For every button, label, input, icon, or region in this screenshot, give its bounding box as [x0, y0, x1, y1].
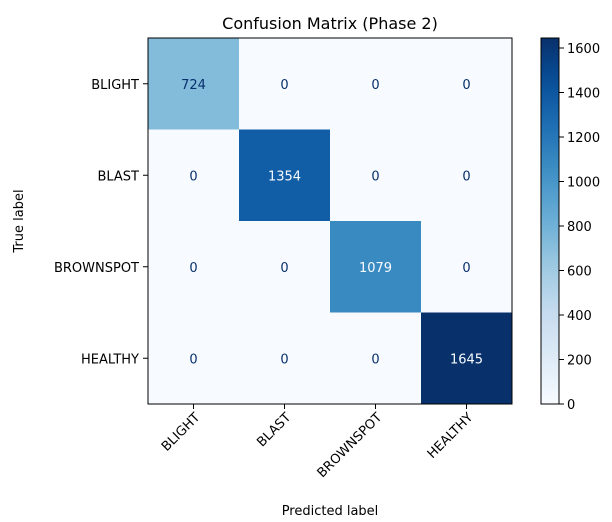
cell-value-label: 724: [181, 78, 206, 93]
x-tick-label: BLIGHT: [159, 410, 203, 454]
chart-title: Confusion Matrix (Phase 2): [222, 14, 438, 33]
colorbar-tick-label: 200: [567, 354, 592, 369]
cell-value-label: 0: [189, 352, 197, 367]
matrix-frame: [147, 37, 513, 405]
cell-value-label: 0: [462, 78, 470, 93]
matrix-cell: [330, 38, 422, 130]
matrix-cell: [421, 221, 513, 313]
colorbar-tick-label: 1600: [567, 42, 600, 57]
matrix-cell: [148, 129, 240, 222]
cell-value-label: 1645: [450, 352, 483, 367]
matrix-cell: [239, 312, 331, 405]
cell-value-label: 0: [462, 169, 470, 184]
colorbar-tick-label: 0: [567, 398, 575, 413]
matrix-cell: [421, 38, 513, 130]
y-tick-label: BLIGHT: [91, 78, 139, 93]
x-tick-label: BLAST: [254, 410, 294, 450]
cell-value-label: 0: [462, 261, 470, 276]
y-tick-label: BLAST: [97, 169, 139, 184]
matrix-cell: [330, 221, 422, 313]
x-tick-label: BROWNSPOT: [315, 410, 386, 481]
colorbar: [540, 37, 560, 405]
colorbar-tick-label: 1200: [567, 131, 600, 146]
matrix-cells: 724 0 0 0 0 1354 0 0 0 0 1079 0 0 0 0 1645: [148, 38, 513, 405]
matrix-cell: [421, 312, 513, 405]
matrix-cell: [239, 129, 331, 222]
cell-value-label: 0: [189, 169, 197, 184]
matrix-cell: [421, 129, 513, 222]
cell-value-label: 1354: [268, 169, 301, 184]
cell-value-label: 0: [371, 169, 379, 184]
matrix-cell: [330, 129, 422, 222]
matrix-cell: [239, 38, 331, 130]
y-axis-label: True label: [12, 189, 27, 253]
x-axis-label: Predicted label: [282, 504, 379, 519]
matrix-cell: [330, 312, 422, 405]
y-tick-label: BROWNSPOT: [54, 261, 139, 276]
cell-value-label: 0: [371, 352, 379, 367]
x-tick-label: HEALTHY: [425, 410, 477, 462]
matrix-cell: [239, 221, 331, 313]
colorbar-tick-label: 800: [567, 220, 592, 235]
colorbar-tick-label: 1000: [567, 176, 600, 191]
colorbar-tick-label: 1400: [567, 87, 600, 102]
colorbar-ticks: 0 200 400 600 800 1000 1200 1400 1600: [559, 42, 600, 413]
colorbar-tick-label: 400: [567, 309, 592, 324]
x-axis-ticks: BLIGHT BLAST BROWNSPOT HEALTHY: [159, 404, 476, 481]
cell-value-label: 0: [371, 78, 379, 93]
matrix-cell: [148, 312, 240, 405]
cell-value-label: 0: [280, 78, 288, 93]
matrix-cell: [148, 38, 240, 130]
y-axis-ticks: BLIGHT BLAST BROWNSPOT HEALTHY: [54, 78, 148, 367]
colorbar-tick-label: 600: [567, 265, 592, 280]
matrix-cell: [148, 221, 240, 313]
cell-value-label: 0: [280, 352, 288, 367]
cell-value-label: 0: [280, 261, 288, 276]
cell-value-label: 0: [189, 261, 197, 276]
y-tick-label: HEALTHY: [81, 352, 139, 367]
cell-value-label: 1079: [359, 261, 392, 276]
